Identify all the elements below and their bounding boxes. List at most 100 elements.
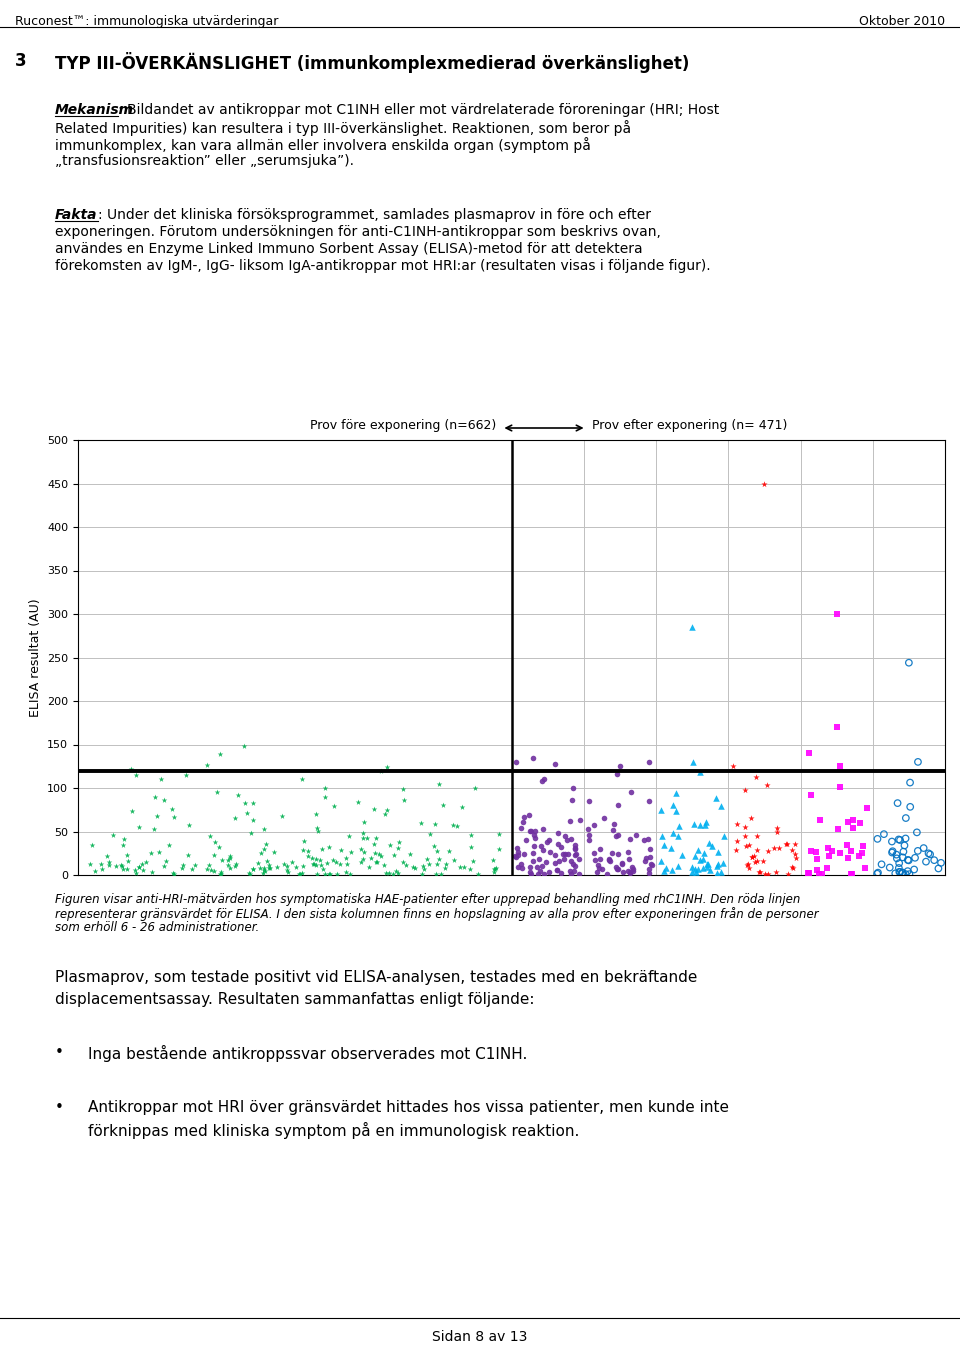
Point — [709, 855, 725, 877]
Point — [540, 831, 555, 853]
Point — [212, 864, 228, 885]
Point — [256, 860, 272, 881]
Point — [566, 860, 582, 881]
Point — [753, 861, 768, 883]
Point — [485, 849, 500, 870]
Point — [843, 840, 858, 862]
Point — [846, 817, 861, 839]
Point — [377, 802, 393, 824]
Point — [892, 861, 907, 883]
Point — [452, 857, 468, 879]
Point — [691, 858, 707, 880]
Point — [256, 839, 272, 861]
Point — [760, 839, 776, 861]
Point — [612, 755, 628, 777]
Point — [510, 840, 525, 862]
Point — [509, 838, 524, 860]
Point — [656, 834, 671, 855]
Point — [230, 783, 246, 805]
Point — [445, 813, 461, 835]
Point — [657, 861, 672, 883]
Point — [739, 854, 755, 876]
Point — [737, 826, 753, 847]
Point — [214, 849, 229, 870]
Point — [204, 860, 219, 881]
Point — [809, 847, 825, 869]
Point — [166, 864, 181, 885]
Point — [99, 845, 114, 866]
Point — [510, 845, 525, 866]
Point — [567, 834, 583, 855]
Point — [468, 777, 483, 798]
Point — [822, 846, 837, 868]
Point — [101, 854, 116, 876]
Point — [414, 864, 429, 885]
Point — [260, 850, 276, 872]
Point — [567, 838, 583, 860]
Point — [882, 857, 898, 879]
Point — [295, 768, 310, 790]
Point — [310, 820, 325, 842]
Point — [316, 858, 331, 880]
Point — [368, 851, 383, 873]
Point — [314, 838, 329, 860]
Point — [855, 835, 871, 857]
Point — [557, 824, 572, 846]
Point — [328, 851, 344, 873]
Point — [181, 815, 197, 836]
Point — [769, 821, 784, 843]
Text: immunkomplex, kan vara allmän eller involvera enskilda organ (symptom på: immunkomplex, kan vara allmän eller invo… — [55, 137, 590, 152]
Point — [523, 820, 539, 842]
Point — [255, 862, 271, 884]
Point — [220, 849, 235, 870]
Point — [449, 815, 465, 836]
Point — [663, 836, 679, 858]
Point — [572, 809, 588, 831]
Point — [526, 824, 541, 846]
Point — [752, 861, 767, 883]
Point — [900, 861, 915, 883]
Text: Ruconest™: immunologiska utvärderingar: Ruconest™: immunologiska utvärderingar — [15, 15, 278, 29]
Text: Figuren visar anti-HRI-mätvärden hos symptomatiska HAE-patienter efter upprepad : Figuren visar anti-HRI-mätvärden hos sym… — [55, 894, 801, 906]
Point — [511, 857, 526, 879]
Point — [747, 851, 762, 873]
Point — [175, 854, 190, 876]
Point — [526, 850, 541, 872]
Point — [373, 845, 389, 866]
Point — [892, 853, 907, 874]
Text: displacementsassay. Resultaten sammanfattas enligt följande:: displacementsassay. Resultaten sammanfat… — [55, 991, 535, 1006]
Text: Efter 1:a administrationen: Efter 1:a administrationen — [479, 443, 616, 453]
Point — [541, 861, 557, 883]
Point — [710, 853, 726, 874]
Point — [325, 850, 341, 872]
Point — [671, 815, 686, 836]
Point — [438, 857, 453, 879]
Point — [213, 861, 228, 883]
Point — [284, 851, 300, 873]
Point — [636, 850, 652, 872]
Point — [921, 842, 936, 864]
Point — [119, 858, 134, 880]
Point — [535, 819, 550, 840]
Point — [262, 854, 277, 876]
Text: •: • — [55, 1044, 64, 1059]
Point — [442, 839, 457, 861]
Point — [356, 849, 372, 870]
Point — [564, 850, 579, 872]
Point — [318, 864, 333, 885]
Point — [611, 843, 626, 865]
Point — [622, 849, 637, 870]
Text: Prov före exponering (n=662): Prov före exponering (n=662) — [310, 419, 496, 432]
Point — [560, 830, 575, 851]
Point — [684, 857, 700, 879]
Point — [710, 842, 726, 864]
Point — [622, 828, 637, 850]
Point — [910, 751, 925, 772]
Point — [884, 831, 900, 853]
Point — [738, 835, 754, 857]
Point — [624, 857, 639, 879]
Point — [759, 775, 775, 797]
Point — [228, 853, 244, 874]
Point — [665, 794, 681, 816]
Point — [396, 778, 411, 800]
